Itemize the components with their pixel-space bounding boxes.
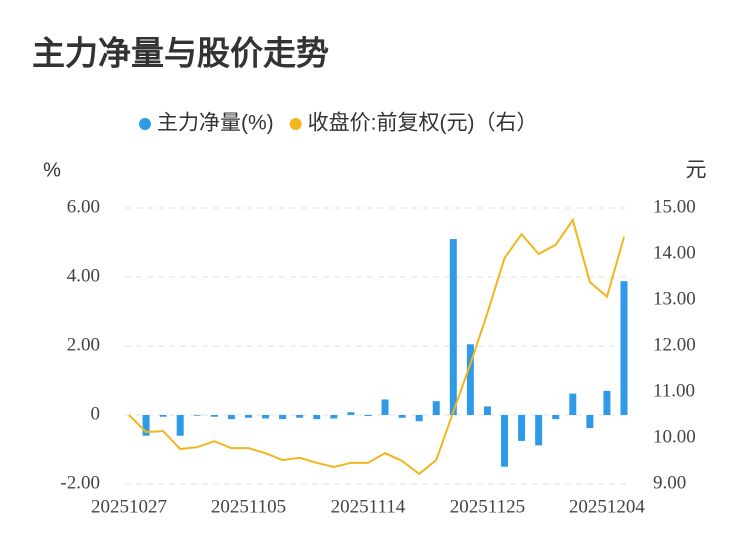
bar <box>227 415 235 420</box>
y2-tick-label: 15.00 <box>653 196 696 217</box>
bar <box>398 415 406 418</box>
y2-unit: 元 <box>686 159 707 182</box>
bar <box>518 415 526 441</box>
bar <box>210 415 218 417</box>
y-tick-label: 4.00 <box>67 265 100 286</box>
bar <box>535 415 543 446</box>
bar <box>347 412 355 415</box>
legend-label: 主力净量(%) <box>157 112 274 135</box>
y-unit: % <box>43 159 61 181</box>
x-tick-label: 20251114 <box>331 496 406 517</box>
legend-label: 收盘价:前复权(元)（右） <box>308 112 538 135</box>
y2-tick-label: 13.00 <box>653 288 696 309</box>
legend-marker <box>289 118 302 130</box>
y2-tick-label: 9.00 <box>653 472 686 493</box>
bar <box>193 415 201 416</box>
bar <box>569 393 577 415</box>
y-tick-label: 0 <box>91 403 101 424</box>
bar <box>620 281 628 415</box>
bar <box>142 415 150 436</box>
x-tick-label: 20251105 <box>211 496 286 517</box>
bar <box>483 406 491 415</box>
bar <box>279 415 287 420</box>
bar <box>415 415 423 422</box>
bar <box>466 344 474 415</box>
bar <box>159 415 167 417</box>
bar <box>176 415 184 436</box>
y2-tick-label: 10.00 <box>653 426 696 447</box>
bar <box>381 399 389 415</box>
bar <box>586 415 594 429</box>
bar <box>364 415 372 417</box>
x-tick-label: 20251204 <box>569 496 646 517</box>
y2-tick-label: 14.00 <box>653 242 696 263</box>
bar <box>432 401 440 415</box>
price-line <box>128 217 625 476</box>
y-tick-label: -2.00 <box>60 472 100 493</box>
bar <box>603 390 611 415</box>
bar <box>262 415 270 419</box>
chart-title: 主力净量与股价走势 <box>32 35 329 72</box>
bar <box>296 415 304 418</box>
x-tick-label: 20251027 <box>91 496 167 517</box>
legend-marker <box>139 118 151 130</box>
y-tick-label: 2.00 <box>67 334 100 355</box>
bar <box>552 415 560 420</box>
bar <box>330 415 338 419</box>
y2-tick-label: 12.00 <box>653 334 696 355</box>
x-tick-label: 20251125 <box>450 496 525 517</box>
bar <box>501 415 509 467</box>
bar <box>313 415 321 420</box>
bar <box>244 415 252 418</box>
y2-tick-label: 11.00 <box>653 380 695 401</box>
y-tick-label: 6.00 <box>67 196 100 217</box>
bar <box>449 239 457 415</box>
